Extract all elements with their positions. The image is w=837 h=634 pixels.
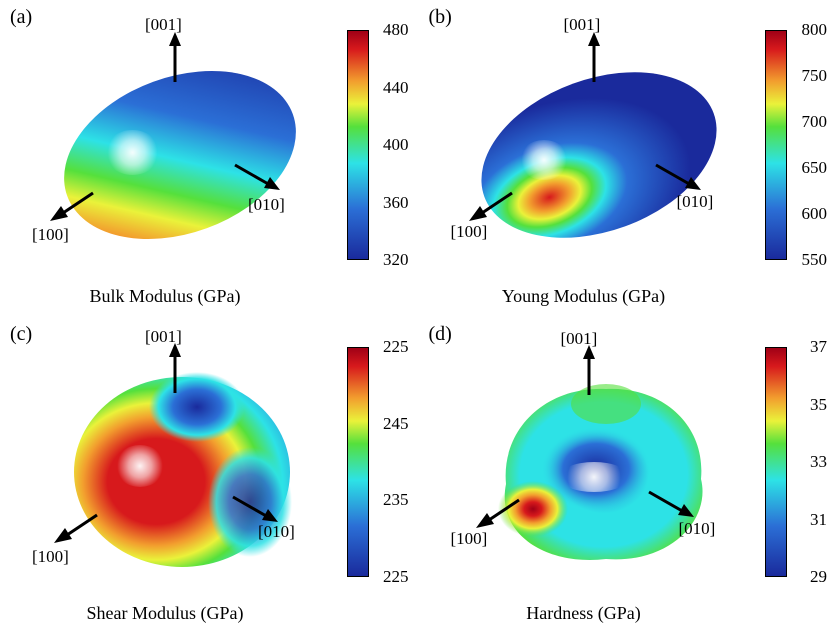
colorbar-tick: 320 (383, 250, 409, 270)
axis-arrow-010 (228, 487, 283, 527)
colorbar-tick: 400 (383, 135, 409, 155)
axis-label-001: [001] (145, 15, 182, 35)
axis-label-001: [001] (145, 327, 182, 347)
axis-arrow-001 (574, 345, 604, 400)
panel-d: (d) (419, 317, 837, 634)
colorbar-tick: 440 (383, 78, 409, 98)
colorbar-tick: 750 (802, 66, 828, 86)
panel-a-caption: Bulk Modulus (GPa) (0, 286, 330, 307)
axis-arrow-010 (644, 482, 699, 522)
axis-label-010: [010] (677, 192, 714, 212)
axis-arrow-100 (48, 185, 103, 225)
colorbar-tick: 31 (810, 510, 827, 530)
colorbar-tick: 480 (383, 20, 409, 40)
panel-c-ticks: 225245235225 (373, 347, 409, 577)
axis-label-010: [010] (258, 522, 295, 542)
colorbar-tick: 37 (810, 337, 827, 357)
colorbar-tick: 225 (383, 337, 409, 357)
colorbar-tick: 550 (802, 250, 828, 270)
axis-arrow-001 (160, 32, 190, 87)
axis-arrow-001 (579, 32, 609, 87)
panel-a-ticks: 480440400360320 (373, 30, 409, 260)
panel-c: (c) (0, 317, 419, 634)
axis-label-100: [100] (32, 547, 69, 567)
axis-arrow-100 (467, 185, 522, 225)
axis-label-010: [010] (679, 519, 716, 539)
colorbar-tick: 225 (383, 567, 409, 587)
axis-arrow-001 (160, 343, 190, 398)
colorbar-tick: 235 (383, 490, 409, 510)
axis-label-100: [100] (451, 222, 488, 242)
axis-label-010: [010] (248, 195, 285, 215)
panel-d-caption: Hardness (GPa) (419, 603, 749, 624)
panel-d-colorbar (765, 347, 787, 577)
panel-c-colorbar (347, 347, 369, 577)
axis-arrow-100 (474, 492, 529, 532)
colorbar-tick: 700 (802, 112, 828, 132)
panel-b-caption: Young Modulus (GPa) (419, 286, 749, 307)
colorbar-tick: 35 (810, 395, 827, 415)
axis-label-001: [001] (564, 15, 601, 35)
panel-b-ticks: 800750700650600550 (791, 30, 827, 260)
colorbar-tick: 650 (802, 158, 828, 178)
colorbar-tick: 33 (810, 452, 827, 472)
colorbar-tick: 600 (802, 204, 828, 224)
axis-label-001: [001] (561, 329, 598, 349)
figure-grid: (a) (0, 0, 837, 634)
axis-arrow-010 (651, 155, 706, 195)
panel-b: (b) [001] (419, 0, 837, 317)
axis-label-100: [100] (451, 529, 488, 549)
panel-c-caption: Shear Modulus (GPa) (0, 603, 330, 624)
panel-a-colorbar (347, 30, 369, 260)
panel-a: (a) (0, 0, 419, 317)
colorbar-tick: 800 (802, 20, 828, 40)
axis-label-100: [100] (32, 225, 69, 245)
colorbar-tick: 360 (383, 193, 409, 213)
panel-b-colorbar (765, 30, 787, 260)
panel-d-ticks: 3735333129 (791, 347, 827, 577)
panel-a-label: (a) (10, 6, 32, 29)
colorbar-tick: 245 (383, 414, 409, 434)
panel-c-label: (c) (10, 323, 32, 346)
axis-arrow-010 (230, 155, 285, 195)
axis-arrow-100 (52, 507, 107, 547)
colorbar-tick: 29 (810, 567, 827, 587)
